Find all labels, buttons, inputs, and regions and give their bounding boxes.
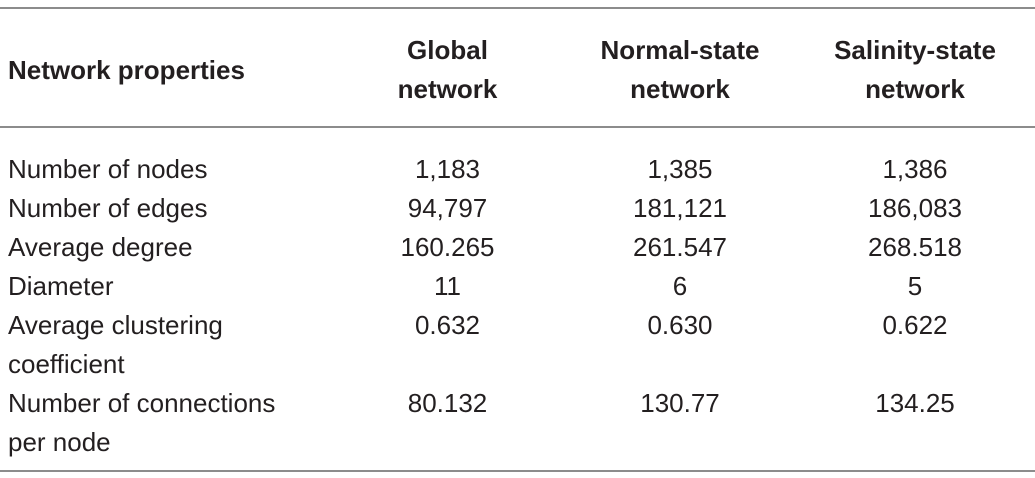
cell-text: Average degree (8, 232, 193, 262)
cell-text: 5 (907, 271, 923, 301)
cell: 160.265 (330, 228, 565, 267)
properties-table: Network properties Global network Normal-s… (0, 7, 1035, 472)
header-cell: Global network (330, 8, 565, 127)
cell-text: 261.547 (633, 232, 727, 262)
cell-text: 1,183 (414, 154, 481, 184)
cell-text: Average clustering coefficient (8, 310, 223, 379)
cell: 186,083 (795, 189, 1035, 228)
cell-text: 1,385 (647, 154, 713, 184)
header-text: Normal-state network (600, 35, 760, 104)
cell: 1,183 (330, 127, 565, 189)
cell-text: 11 (434, 271, 461, 301)
cell-text: Number of connections per node (8, 388, 276, 457)
cell-text: 181,121 (633, 193, 727, 223)
cell: 134.25 (795, 384, 1035, 471)
cell: 261.547 (565, 228, 795, 267)
header-row: Network properties Global network Normal-s… (0, 8, 1035, 127)
cell-text: 6 (672, 271, 688, 301)
header-text: Salinity-state network (834, 35, 996, 104)
header-cell: Salinity-state network (795, 8, 1035, 127)
table-row: Diameter 11 6 5 (0, 267, 1035, 306)
header-cell: Normal-state network (565, 8, 795, 127)
table-row: Average degree 160.265 261.547 268.518 (0, 228, 1035, 267)
cell: 181,121 (565, 189, 795, 228)
cell-text: Number of nodes (8, 154, 208, 184)
cell: 94,797 (330, 189, 565, 228)
row-label: Diameter (0, 267, 330, 306)
row-label: Average degree (0, 228, 330, 267)
cell-text: Number of edges (8, 193, 208, 223)
cell-text: Diameter (8, 271, 114, 301)
cell: 0.632 (330, 306, 565, 384)
cell-text: 94,797 (407, 193, 488, 223)
cell: 0.622 (795, 306, 1035, 384)
cell-text: 1,386 (882, 154, 948, 184)
table-row: Number of edges 94,797 181,121 186,083 (0, 189, 1035, 228)
cell-text: 268.518 (868, 232, 962, 262)
header-text: Network properties (8, 54, 245, 85)
table-header: Network properties Global network Normal-s… (0, 8, 1035, 127)
cell-text: 130.77 (640, 388, 720, 418)
cell: 80.132 (330, 384, 565, 471)
row-label: Number of connections per node (0, 384, 330, 471)
cell: 268.518 (795, 228, 1035, 267)
cell: 6 (565, 267, 795, 306)
cell: 0.630 (565, 306, 795, 384)
cell: 1,385 (565, 127, 795, 189)
cell: 130.77 (565, 384, 795, 471)
cell: 5 (795, 267, 1035, 306)
row-label: Average clustering coefficient (0, 306, 330, 384)
table-row: Number of connections per node 80.132 130.… (0, 384, 1035, 471)
header-cell: Network properties (0, 8, 330, 127)
table-row: Number of nodes 1,183 1,385 1,386 (0, 127, 1035, 189)
cell-text: 0.632 (414, 310, 481, 340)
cell: 1,386 (795, 127, 1035, 189)
table-body: Number of nodes 1,183 1,385 1,386 Number of … (0, 127, 1035, 471)
header-text: Global network (397, 35, 498, 104)
cell-text: 186,083 (868, 193, 962, 223)
row-label: Number of nodes (0, 127, 330, 189)
cell: 11 (330, 267, 565, 306)
cell-text: 0.630 (647, 310, 713, 340)
row-label: Number of edges (0, 189, 330, 228)
cell-text: 160.265 (400, 232, 495, 262)
cell-text: 0.622 (882, 310, 948, 340)
table-row: Average clustering coefficient 0.632 0.630… (0, 306, 1035, 384)
cell-text: 80.132 (407, 388, 488, 418)
cell-text: 134.25 (875, 388, 955, 418)
